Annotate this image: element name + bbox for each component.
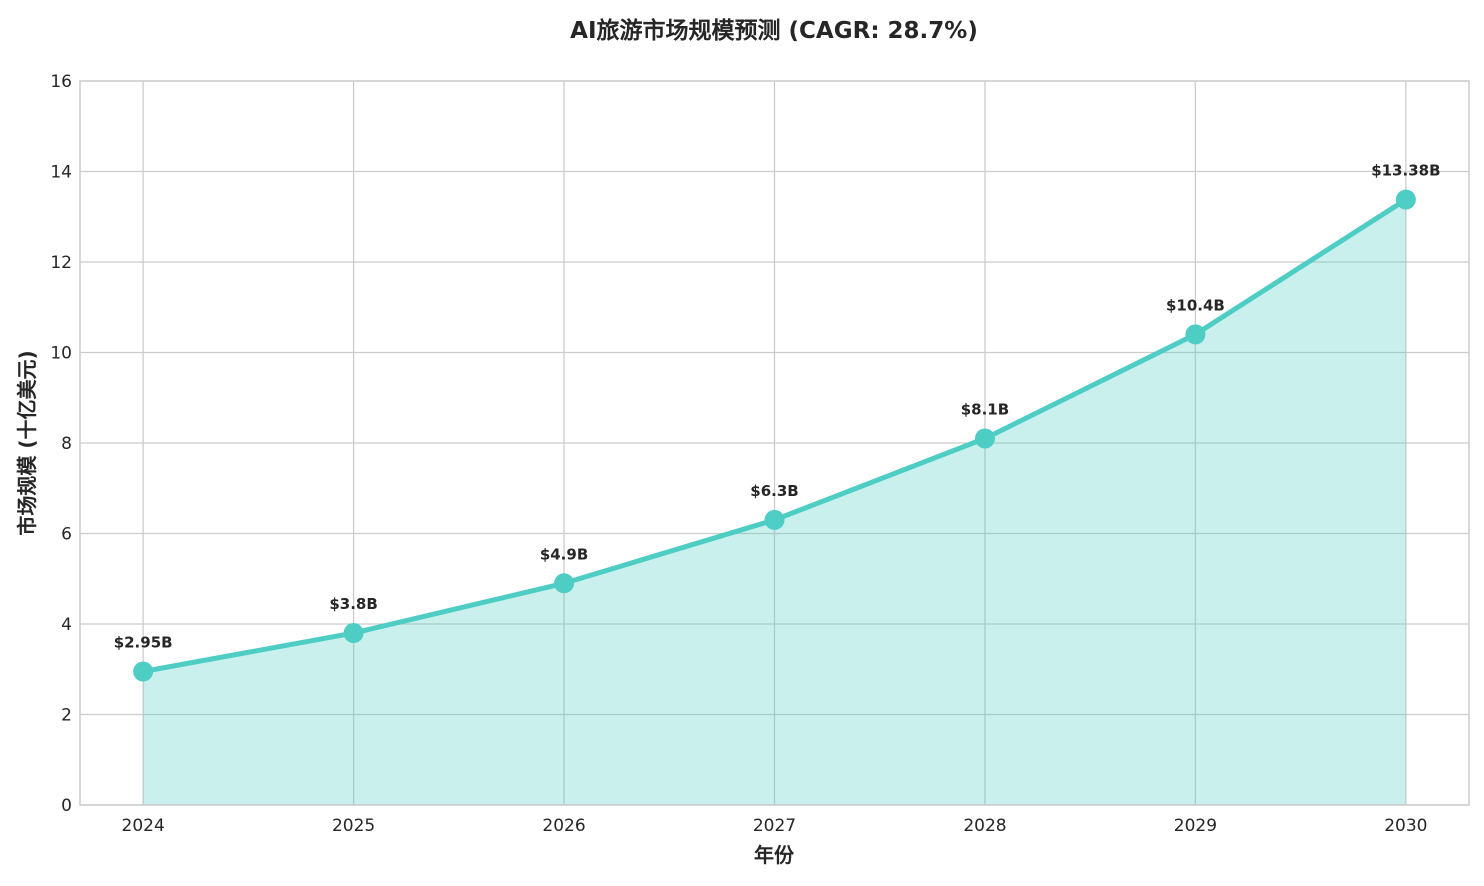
x-tick-label: 2026 (542, 816, 585, 836)
y-tick-label: 8 (61, 434, 72, 454)
data-point (133, 661, 154, 682)
axis-ticks: 0 2 4 6 8 10 12 14 16 2024 2025 2026 2027 2028 2029 203… (50, 72, 1427, 836)
data-label: $13.38B (1371, 162, 1440, 180)
x-tick-label: 2030 (1384, 816, 1427, 836)
area-fill (143, 199, 1406, 805)
data-label: $6.3B (750, 482, 798, 500)
x-tick-label: 2028 (963, 816, 1006, 836)
x-tick-label: 2024 (122, 816, 165, 836)
data-label: $4.9B (540, 545, 588, 563)
data-label: $3.8B (329, 595, 377, 613)
data-point (764, 509, 785, 530)
data-point (1185, 324, 1206, 345)
y-axis-label: 市场规模 (十亿美元) (15, 350, 39, 535)
data-point (554, 573, 575, 594)
y-tick-label: 4 (61, 615, 72, 635)
chart-title: AI旅游市场规模预测 (CAGR: 28.7%) (570, 17, 978, 44)
data-label: $2.95B (114, 634, 173, 652)
x-tick-label: 2025 (332, 816, 375, 836)
data-point (974, 428, 995, 449)
plot-frame (79, 80, 1470, 806)
data-label: $8.1B (961, 400, 1009, 418)
y-tick-label: 14 (50, 163, 72, 183)
data-point (343, 623, 364, 644)
y-tick-label: 10 (50, 344, 72, 364)
data-label: $10.4B (1166, 296, 1225, 314)
area-fill-group (143, 199, 1406, 805)
y-tick-label: 6 (61, 525, 72, 545)
x-tick-label: 2027 (753, 816, 796, 836)
x-axis-label: 年份 (754, 843, 795, 867)
y-tick-label: 12 (50, 253, 72, 273)
series-group: $2.95B $3.8B $4.9B $6.3B $8.1B $10.4B $13.38B (114, 162, 1441, 682)
data-point (1395, 189, 1416, 210)
y-tick-label: 0 (61, 796, 72, 816)
x-tick-label: 2029 (1174, 816, 1217, 836)
y-tick-label: 16 (50, 72, 72, 92)
y-tick-label: 2 (61, 706, 72, 726)
